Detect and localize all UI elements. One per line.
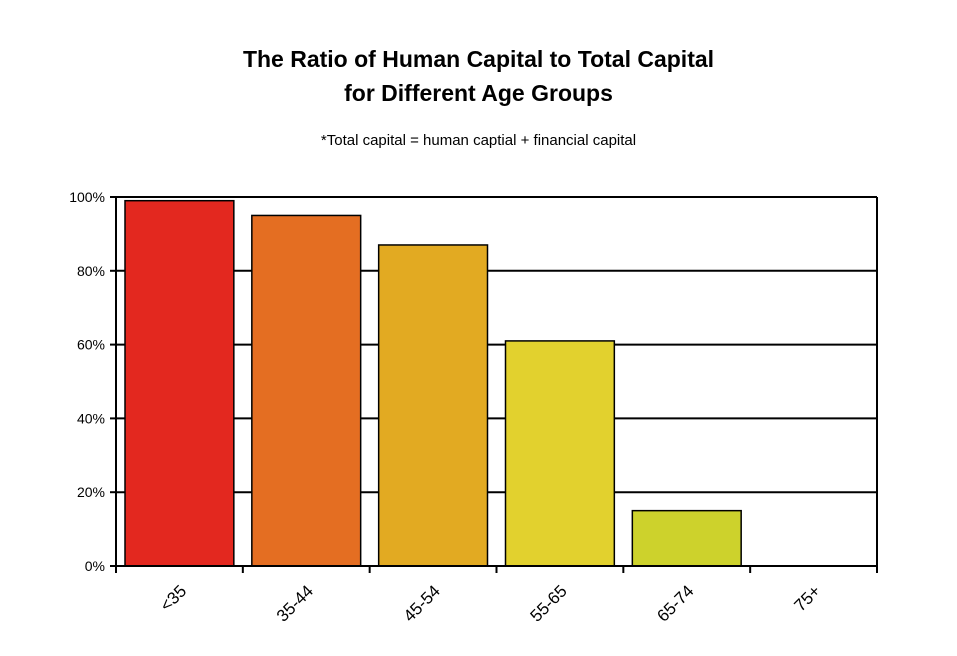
bar-2 xyxy=(377,244,489,567)
y-tick-label-4: 80% xyxy=(77,263,105,279)
bar-1 xyxy=(251,214,362,567)
x-tick-label-2: 45-54 xyxy=(400,581,444,625)
y-tick-label-1: 20% xyxy=(77,484,105,500)
x-tick-label-4: 65-74 xyxy=(653,581,697,625)
bar-0 xyxy=(124,199,235,567)
x-tick-label-5: 75+ xyxy=(791,581,825,615)
y-tick-label-5: 100% xyxy=(69,189,105,205)
x-tick-label-3: 55-65 xyxy=(527,581,571,625)
y-tick-label-0: 0% xyxy=(85,558,105,574)
x-tick-label-0: <35 xyxy=(156,581,190,615)
y-tick-label-3: 60% xyxy=(77,337,105,353)
chart-subtitle: *Total capital = human captial + financi… xyxy=(320,132,637,149)
y-tick-label-2: 40% xyxy=(77,410,105,426)
x-tick-label-1: 35-44 xyxy=(273,581,317,625)
chart-title: The Ratio of Human Capital to Total Capi… xyxy=(0,42,957,110)
chart-title-line1: The Ratio of Human Capital to Total Capi… xyxy=(242,46,715,72)
bar-4 xyxy=(631,509,742,567)
plot-area xyxy=(116,197,877,566)
bar-3 xyxy=(504,340,616,567)
chart-title-line2: for Different Age Groups xyxy=(344,80,613,106)
